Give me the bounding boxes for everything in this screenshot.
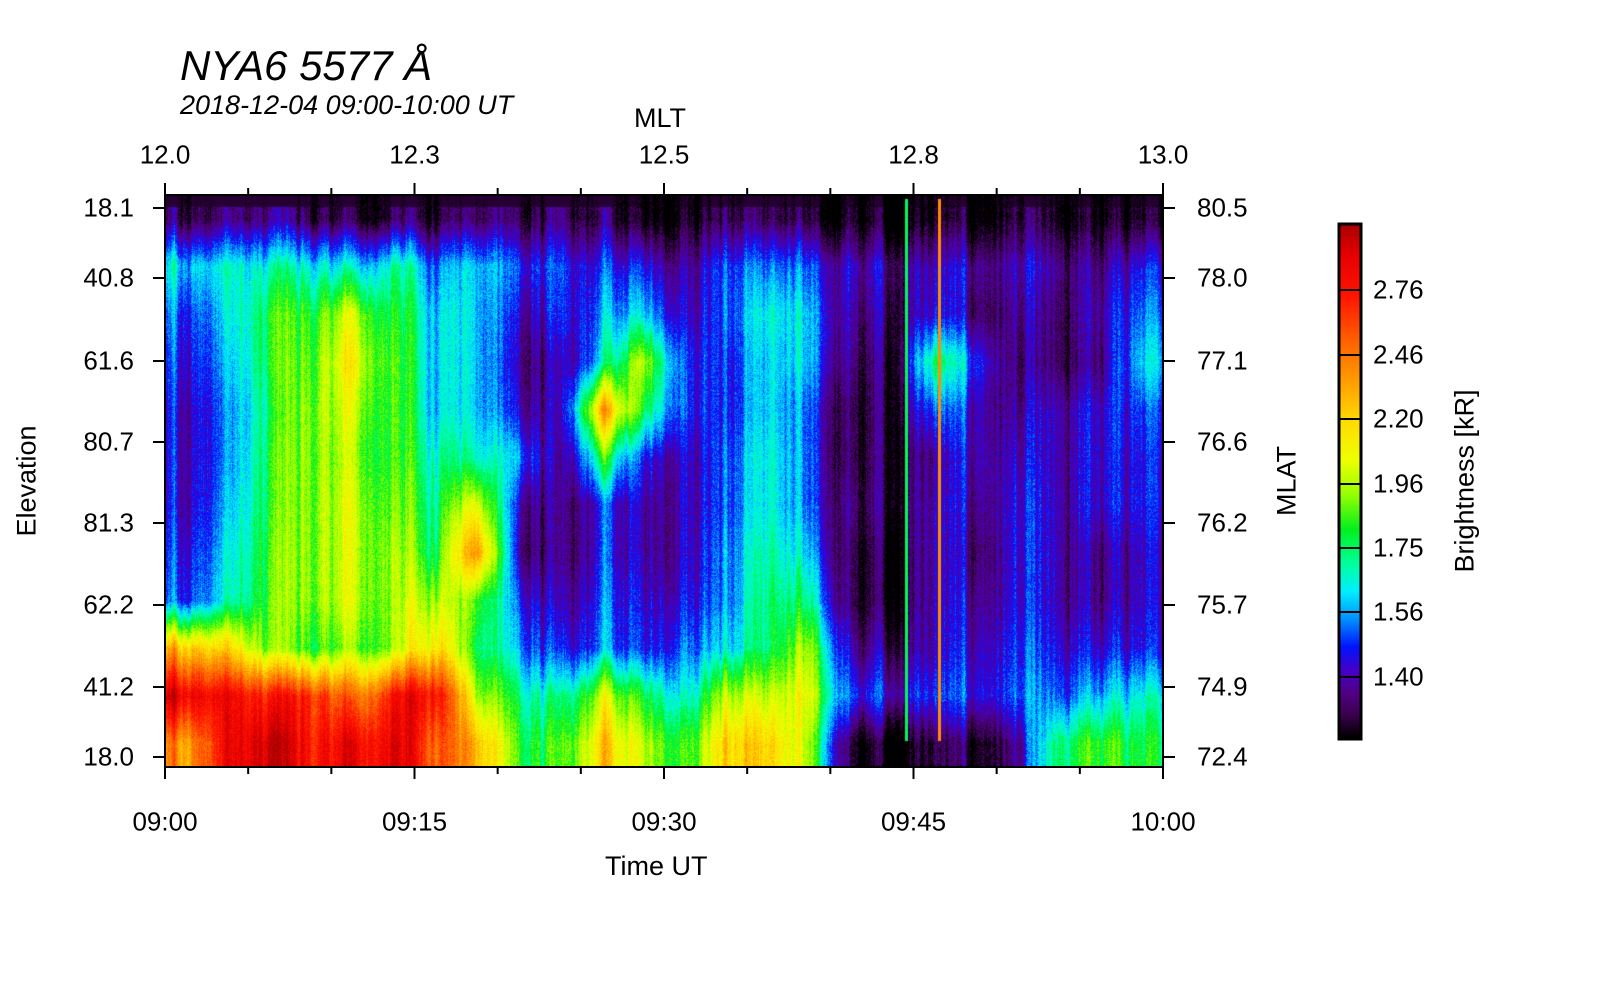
right-tick-label: 76.6 xyxy=(1197,427,1248,458)
right-tick-label: 80.5 xyxy=(1197,193,1248,224)
top-tick-label: 12.5 xyxy=(639,140,690,171)
colorbar xyxy=(1340,225,1360,738)
colorbar-tick-label: 1.56 xyxy=(1373,597,1424,628)
top-tick-label: 12.8 xyxy=(888,140,939,171)
y-tick-label: 41.2 xyxy=(83,672,134,703)
top-tick-label: 12.0 xyxy=(140,140,191,171)
x-tick-label: 09:15 xyxy=(382,807,447,838)
right-tick-label: 77.1 xyxy=(1197,346,1248,377)
y-tick-label: 40.8 xyxy=(83,263,134,294)
y-tick-label: 18.1 xyxy=(83,193,134,224)
keogram-heatmap xyxy=(165,195,1163,767)
chart-subtitle: 2018-12-04 09:00-10:00 UT xyxy=(180,90,513,121)
colorbar-tick-label: 2.20 xyxy=(1373,404,1424,435)
colorbar-tick-label: 2.76 xyxy=(1373,275,1424,306)
y-tick-label: 80.7 xyxy=(83,427,134,458)
right-tick-label: 78.0 xyxy=(1197,263,1248,294)
y-tick-label: 61.6 xyxy=(83,346,134,377)
colorbar-tick-label: 1.75 xyxy=(1373,533,1424,564)
y-tick-label: 62.2 xyxy=(83,590,134,621)
right-tick-label: 74.9 xyxy=(1197,672,1248,703)
x-tick-label: 09:45 xyxy=(881,807,946,838)
x-axis-label: Time UT xyxy=(605,851,708,882)
x-tick-label: 10:00 xyxy=(1130,807,1195,838)
top-tick-label: 12.3 xyxy=(389,140,440,171)
x-tick-label: 09:00 xyxy=(132,807,197,838)
y-tick-label: 18.0 xyxy=(83,742,134,773)
colorbar-tick-label: 1.40 xyxy=(1373,662,1424,693)
chart-title: NYA6 5577 Å xyxy=(180,42,432,90)
right-tick-label: 72.4 xyxy=(1197,742,1248,773)
y-axis-label: Elevation xyxy=(12,425,43,536)
colorbar-label: Brightness [kR] xyxy=(1450,389,1481,572)
colorbar-tick-label: 1.96 xyxy=(1373,469,1424,500)
right-axis-label: MLAT xyxy=(1272,446,1303,516)
top-axis-label: MLT xyxy=(634,103,686,134)
y-tick-label: 81.3 xyxy=(83,508,134,539)
x-tick-label: 09:30 xyxy=(631,807,696,838)
right-tick-label: 76.2 xyxy=(1197,508,1248,539)
colorbar-tick-label: 2.46 xyxy=(1373,340,1424,371)
right-tick-label: 75.7 xyxy=(1197,590,1248,621)
top-tick-label: 13.0 xyxy=(1138,140,1189,171)
